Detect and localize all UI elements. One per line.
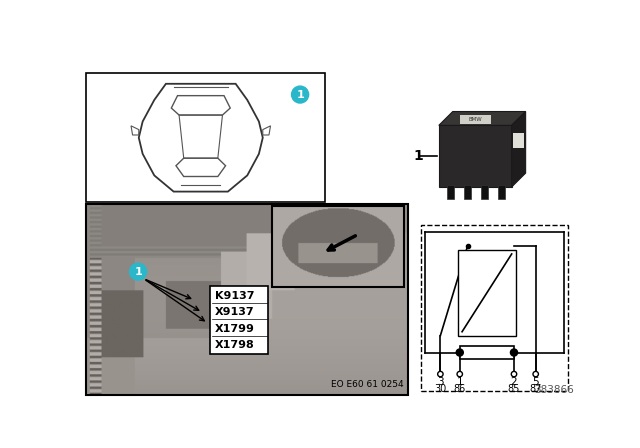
Bar [86,73,325,202]
Bar [513,133,524,148]
Text: 5: 5 [532,377,539,387]
Bar [498,185,505,199]
Circle shape [511,371,516,377]
Text: X9137: X9137 [215,307,255,318]
Text: 1: 1 [134,267,142,277]
Text: BMW: BMW [468,117,482,122]
Bar [86,204,408,395]
Text: EO E60 61 0254: EO E60 61 0254 [332,380,404,389]
Bar [458,250,516,336]
Bar [460,345,514,359]
Bar [463,185,470,199]
Bar [421,225,568,391]
Circle shape [129,263,147,280]
Text: 1: 1 [296,90,304,99]
Text: 1: 1 [413,149,423,163]
Circle shape [457,371,463,377]
Text: 1: 1 [456,377,463,387]
Text: 85: 85 [508,384,520,395]
Circle shape [438,371,443,377]
Bar [272,206,404,287]
Circle shape [533,371,538,377]
Circle shape [509,348,518,357]
Polygon shape [439,125,511,187]
Text: 2: 2 [511,377,517,387]
Text: 87: 87 [529,384,542,395]
Polygon shape [439,112,525,125]
Text: K9137: K9137 [215,291,254,302]
Polygon shape [511,112,525,187]
Text: X1799: X1799 [215,323,255,334]
Bar [460,115,491,124]
Bar [481,185,488,199]
Circle shape [292,86,308,103]
Text: X1798: X1798 [215,340,255,350]
Text: 383866: 383866 [534,385,573,395]
Bar [210,286,268,354]
Text: 30: 30 [435,384,447,395]
Bar [447,185,454,199]
Text: 86: 86 [454,384,466,395]
Circle shape [456,348,464,357]
Text: 3: 3 [437,377,444,387]
